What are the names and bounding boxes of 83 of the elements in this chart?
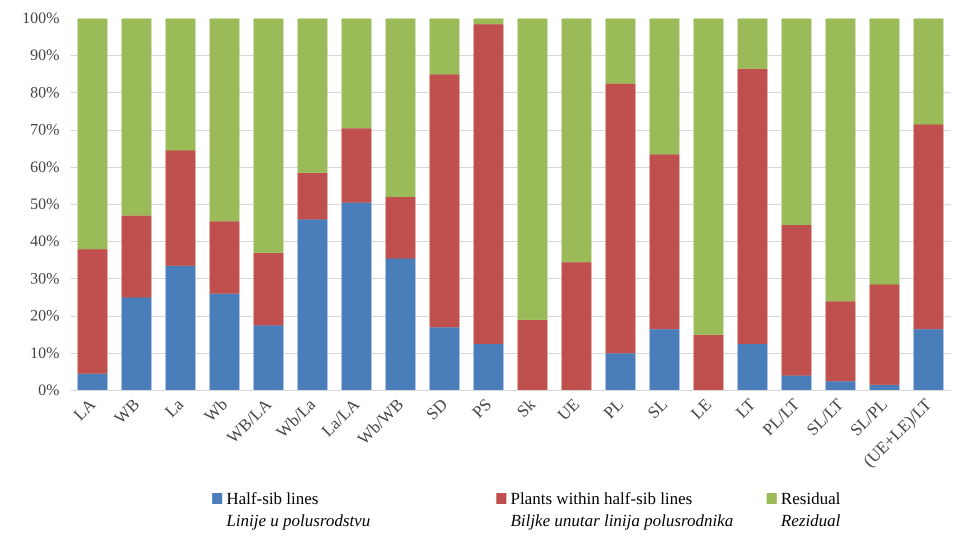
x-tick-label: Sk — [513, 394, 540, 421]
bar — [210, 294, 240, 390]
bar — [386, 18, 416, 198]
bar — [122, 298, 152, 390]
x-tick-label: LT — [732, 394, 760, 422]
x-tick-label: Wb — [200, 394, 232, 426]
bar — [342, 128, 372, 203]
bar — [650, 329, 680, 390]
bar — [782, 224, 812, 376]
x-tick-label: SD — [422, 394, 452, 424]
x-tick-label: La — [161, 394, 188, 421]
bar — [122, 216, 152, 298]
bar — [694, 334, 724, 390]
bar — [210, 221, 240, 294]
bar — [650, 154, 680, 330]
bar — [78, 249, 108, 374]
y-tick-label: 70% — [30, 122, 60, 139]
bar — [254, 252, 284, 326]
x-tick-label: WB — [110, 394, 144, 428]
bar — [298, 18, 328, 173]
bar — [606, 84, 636, 354]
bar — [342, 18, 372, 128]
legend-label: Residual Rezidual — [780, 489, 841, 530]
y-tick-label: 80% — [30, 84, 60, 102]
x-tick-label: SL — [644, 394, 672, 422]
y-tick-label: 10% — [30, 344, 60, 362]
bar — [298, 172, 328, 220]
y-tick-label: 100% — [22, 10, 60, 27]
bar — [826, 381, 856, 390]
bar — [474, 18, 504, 24]
bar — [914, 124, 944, 330]
bar — [562, 262, 592, 390]
bar — [518, 320, 548, 390]
bar — [386, 258, 416, 390]
bar — [386, 197, 416, 258]
bar — [166, 266, 196, 390]
bar — [914, 329, 944, 390]
y-tick-label: 90% — [30, 47, 60, 64]
bar — [606, 18, 636, 84]
bar — [914, 18, 944, 125]
bar — [738, 68, 768, 344]
bar — [166, 150, 196, 266]
bar — [870, 384, 900, 390]
y-tick-label: 20% — [30, 308, 60, 325]
y-tick-label: 60% — [30, 158, 60, 176]
bar — [166, 18, 196, 151]
bar — [474, 24, 504, 344]
bar — [254, 325, 284, 390]
x-tick-label: PL — [600, 394, 628, 422]
bar — [826, 18, 856, 302]
bar — [254, 18, 284, 253]
bar — [78, 18, 108, 250]
bar — [870, 18, 900, 284]
legend-label: Plants within half-sib lines Biljke unutar linija polusrodnika — [510, 489, 734, 530]
bar — [430, 74, 460, 328]
bar — [78, 374, 108, 390]
x-tick-label: LE — [687, 394, 716, 423]
bar — [122, 18, 152, 216]
bar — [430, 18, 460, 74]
bar — [298, 219, 328, 390]
bar — [826, 301, 856, 382]
bar — [474, 344, 504, 390]
bar — [606, 353, 636, 390]
x-tick-label: UE — [554, 394, 584, 424]
bar — [562, 18, 592, 262]
bar — [694, 18, 724, 335]
bar — [430, 327, 460, 390]
bar — [782, 376, 812, 390]
y-tick-label: 40% — [30, 233, 60, 250]
x-tick-label: PS — [468, 394, 496, 422]
x-tick-label: LA — [70, 394, 100, 424]
bar — [210, 18, 240, 222]
bar — [870, 284, 900, 385]
bar — [342, 202, 372, 390]
bar — [650, 18, 680, 154]
bar — [738, 344, 768, 390]
bar — [782, 18, 812, 225]
y-tick-label: 0% — [38, 382, 60, 399]
bar — [738, 18, 768, 69]
bar — [518, 18, 548, 320]
y-tick-label: 50% — [30, 196, 60, 213]
y-tick-label: 30% — [30, 270, 60, 288]
legend-label: Half-sib lines Linije u polusrodstvu — [225, 489, 370, 530]
